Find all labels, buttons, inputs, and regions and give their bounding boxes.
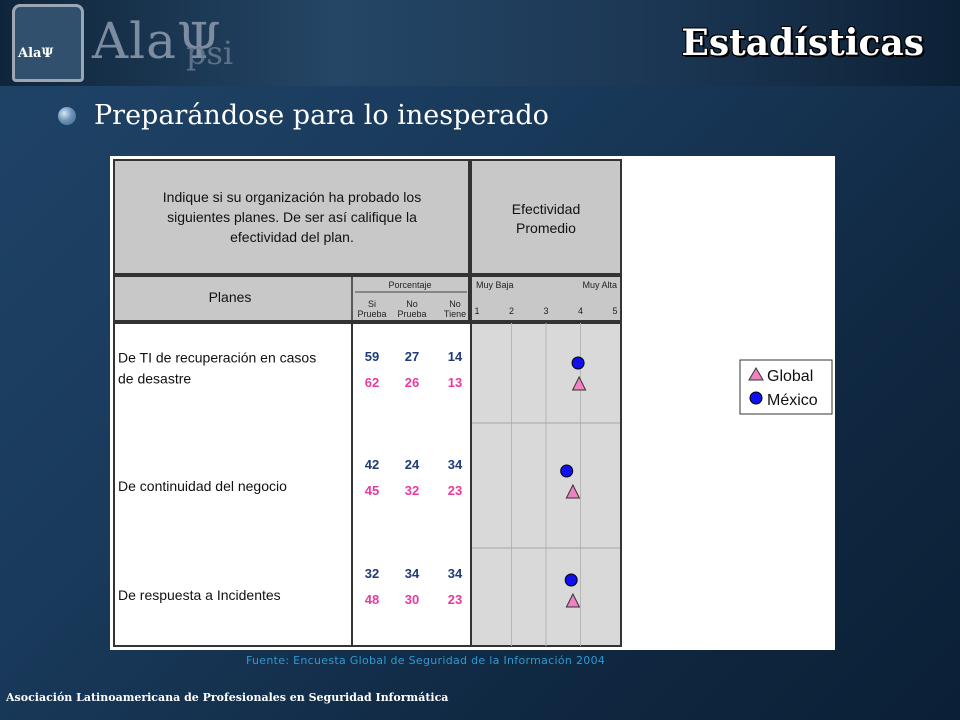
global-percent-value: 32 [405, 483, 419, 498]
footer-text: Asociación Latinoamericana de Profesiona… [6, 691, 449, 704]
mexico-percent-value: 42 [365, 457, 379, 472]
scale-tick-label: 5 [612, 306, 617, 316]
scale-high-label: Muy Alta [582, 280, 617, 290]
global-percent-value: 13 [448, 375, 462, 390]
question-text: efectividad del plan. [230, 229, 354, 245]
brand-suffix: psi [186, 34, 234, 72]
global-marker [571, 375, 587, 391]
scale-tick-label: 3 [543, 306, 548, 316]
alapsi-logo [12, 4, 84, 82]
subtitle: Preparándose para lo inesperado [94, 100, 549, 131]
mexico-percent-value: 34 [405, 566, 420, 581]
scale-tick-label: 4 [578, 306, 583, 316]
legend-mexico-marker [749, 391, 763, 405]
mexico-percent-value: 32 [365, 566, 379, 581]
percent-column-label: Tiene [444, 309, 466, 319]
mexico-marker [564, 573, 578, 587]
mexico-marker [560, 464, 574, 478]
scale-tick-label: 2 [509, 306, 514, 316]
global-percent-value: 48 [365, 592, 379, 607]
mexico-percent-value: 14 [448, 349, 463, 364]
percent-header-text: Porcentaje [388, 280, 431, 290]
bullet-row: Preparándose para lo inesperado [58, 100, 549, 131]
mexico-percent-value: 34 [448, 457, 463, 472]
effectiveness-header-text: Promedio [516, 220, 576, 236]
percent-column-label: Prueba [357, 309, 386, 319]
mexico-percent-value: 59 [365, 349, 379, 364]
legend-global-label: Global [767, 368, 813, 385]
legend-global-marker [748, 367, 764, 381]
effectiveness-header-panel [470, 159, 622, 275]
plan-label: De TI de recuperación en casos [118, 350, 316, 366]
plan-label: De respuesta a Incidentes [118, 587, 281, 603]
scale-header-panel [470, 275, 622, 322]
scale-low-label: Muy Baja [476, 280, 514, 290]
source-note: Fuente: Encuesta Global de Seguridad de … [246, 654, 606, 667]
planes-header-text: Planes [209, 289, 252, 305]
question-panel [113, 159, 470, 275]
brand-text: AlaΨ [92, 12, 222, 70]
percent-column-label: Prueba [397, 309, 426, 319]
plan-label: De continuidad del negocio [118, 478, 287, 494]
question-text: Indique si su organización ha probado lo… [163, 189, 421, 205]
global-percent-value: 30 [405, 592, 419, 607]
global-percent-value: 62 [365, 375, 379, 390]
percent-column-label: Si [368, 299, 376, 309]
slide-title: Estadísticas [681, 22, 924, 64]
global-percent-value: 23 [448, 592, 462, 607]
plan-label: de desastre [118, 371, 191, 387]
logo-text: AlaΨ [18, 46, 54, 61]
legend-mexico-label: México [767, 392, 818, 409]
global-marker [565, 483, 581, 499]
scale-tick-label: 1 [474, 306, 479, 316]
mexico-percent-value: 24 [405, 457, 420, 472]
mexico-percent-value: 27 [405, 349, 419, 364]
planes-header-panel [113, 275, 470, 322]
question-text: siguientes planes. De ser así califique … [167, 209, 417, 225]
mexico-percent-value: 34 [448, 566, 463, 581]
global-percent-value: 45 [365, 483, 379, 498]
percent-column-label: No [449, 299, 461, 309]
global-percent-value: 26 [405, 375, 419, 390]
effectiveness-header-text: Efectividad [512, 201, 580, 217]
global-marker [565, 592, 581, 608]
percent-column-label: No [406, 299, 418, 309]
survey-figure: 1 2 3 4 5 Muy Baja Muy Alta Indique si su organ… [110, 156, 835, 650]
plans-body [113, 322, 353, 647]
percent-body [351, 322, 472, 647]
header-band [0, 0, 960, 86]
globe-bullet-icon [58, 106, 76, 125]
mexico-marker [571, 356, 585, 370]
global-percent-value: 23 [448, 483, 462, 498]
